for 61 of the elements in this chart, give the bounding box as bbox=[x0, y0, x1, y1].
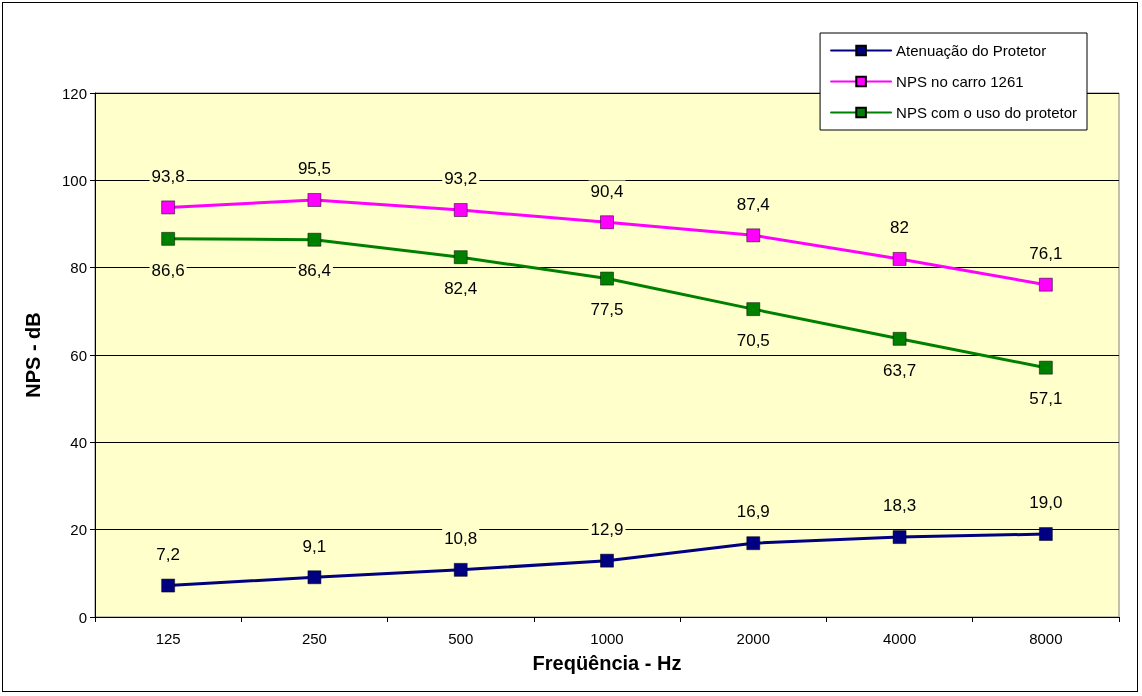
data-label: 63,7 bbox=[883, 360, 917, 380]
data-label: 7,2 bbox=[156, 544, 180, 564]
legend-label: NPS com o uso do protetor bbox=[896, 104, 1078, 121]
y-tick-label: 0 bbox=[78, 608, 87, 626]
point bbox=[1039, 527, 1053, 541]
point bbox=[307, 232, 322, 247]
y-tick-label: 60 bbox=[70, 346, 87, 364]
data-label: 70,5 bbox=[736, 330, 770, 350]
x-axis-title: Freqüência - Hz bbox=[532, 652, 682, 674]
data-label: 90,4 bbox=[590, 181, 624, 201]
data-label: 10,8 bbox=[444, 529, 478, 549]
point bbox=[161, 578, 175, 593]
point bbox=[746, 536, 761, 550]
data-label: 93,8 bbox=[151, 166, 185, 186]
data-label: 19,0 bbox=[1029, 493, 1063, 513]
x-tick-label: 8000 bbox=[1029, 630, 1063, 647]
data-label: 86,6 bbox=[151, 260, 185, 280]
y-tick-label: 100 bbox=[61, 171, 87, 189]
point bbox=[307, 570, 322, 585]
data-label: 18,3 bbox=[883, 496, 917, 516]
point bbox=[600, 215, 614, 229]
point bbox=[161, 200, 175, 215]
point bbox=[746, 302, 761, 316]
y-tick-label: 40 bbox=[70, 433, 87, 451]
legend-label: Atenuação do Protetor bbox=[896, 42, 1047, 59]
data-label: 93,2 bbox=[444, 169, 478, 189]
data-label: 77,5 bbox=[590, 300, 624, 320]
data-label: 16,9 bbox=[736, 502, 770, 522]
point bbox=[600, 271, 614, 286]
point bbox=[453, 250, 468, 264]
point bbox=[892, 530, 907, 544]
x-tick-label: 125 bbox=[155, 630, 181, 647]
point bbox=[1039, 360, 1053, 375]
point bbox=[1039, 277, 1053, 292]
data-label: 82,4 bbox=[444, 278, 478, 298]
point bbox=[892, 252, 907, 266]
data-label: 12,9 bbox=[590, 519, 624, 539]
point bbox=[161, 232, 175, 246]
x-tick-label: 2000 bbox=[736, 630, 770, 647]
point bbox=[453, 203, 468, 217]
x-tick-label: 500 bbox=[448, 630, 474, 647]
y-tick-label: 20 bbox=[70, 521, 87, 539]
y-tick-label: 120 bbox=[61, 84, 87, 102]
data-label: 87,4 bbox=[736, 194, 770, 214]
point bbox=[307, 193, 322, 207]
legend-label: NPS no carro 1261 bbox=[896, 73, 1024, 90]
data-label: 82 bbox=[890, 218, 910, 238]
x-tick-label: 1000 bbox=[590, 630, 624, 647]
y-tick-label: 80 bbox=[70, 259, 87, 277]
point bbox=[892, 332, 907, 346]
data-label: 95,5 bbox=[297, 159, 331, 179]
point bbox=[746, 228, 761, 243]
data-label: 76,1 bbox=[1029, 243, 1063, 263]
data-label: 86,4 bbox=[297, 261, 331, 281]
data-label: 57,1 bbox=[1029, 389, 1063, 409]
point bbox=[453, 563, 468, 577]
x-tick-label: 250 bbox=[301, 630, 327, 647]
y-axis-title: NPS - dB bbox=[22, 312, 44, 398]
x-tick-label: 4000 bbox=[882, 630, 917, 647]
point bbox=[600, 553, 614, 568]
data-label: 9,1 bbox=[302, 536, 327, 556]
